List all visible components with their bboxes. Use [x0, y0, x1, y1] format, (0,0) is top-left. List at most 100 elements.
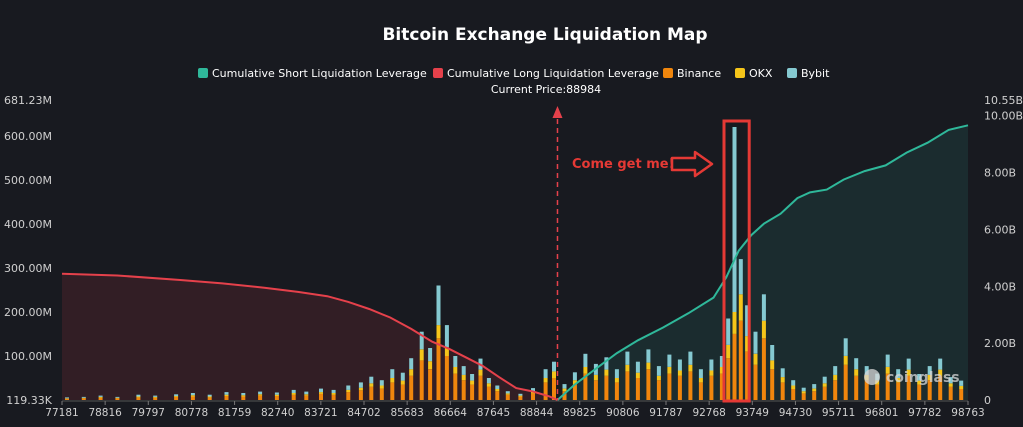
- bar-segment-bybit: [822, 376, 827, 384]
- right-axis-tick-label: 8.00B: [984, 167, 1016, 180]
- bar-segment-binance: [436, 338, 441, 400]
- legend-item-long[interactable]: Cumulative Long Liquidation Leverage: [433, 67, 659, 80]
- bar-segment-bybit: [646, 349, 651, 363]
- bar-segment-okx: [677, 370, 682, 376]
- bar-segment-bybit: [390, 369, 395, 378]
- right-axis-tick-label: 0: [984, 394, 991, 407]
- watermark: coinglass: [864, 369, 960, 386]
- bar-segment-bybit: [885, 354, 890, 367]
- bar-segment-binance: [604, 375, 609, 400]
- bar-segment-binance: [304, 395, 309, 400]
- bar-segment-okx: [304, 394, 309, 396]
- bar-segment-okx: [358, 387, 363, 391]
- bar-segment-binance: [864, 380, 869, 400]
- bar-segment-binance: [543, 382, 548, 400]
- bar-segment-okx: [436, 325, 441, 339]
- bar-segment-okx: [346, 389, 351, 393]
- right-axis-tick-label: 4.00B: [984, 280, 1016, 293]
- bar-segment-okx: [770, 360, 775, 370]
- bar-segment-okx: [614, 378, 619, 383]
- bar-segment-bybit: [854, 358, 859, 370]
- bar-segment-bybit: [753, 331, 758, 354]
- bar-segment-bybit: [98, 395, 103, 397]
- bar-segment-okx: [635, 372, 640, 378]
- bar-segment-binance: [709, 375, 714, 400]
- bar-segment-okx: [761, 320, 766, 339]
- x-axis-tick-label: 88844: [520, 407, 554, 419]
- left-axis-tick-label: 200.00M: [4, 306, 52, 319]
- left-axis-tick-label: 500.00M: [4, 174, 52, 187]
- legend-swatch-okx: [735, 68, 745, 78]
- bar-segment-bybit: [745, 305, 750, 337]
- bar-segment-bybit: [115, 396, 120, 398]
- bar-segment-binance: [115, 398, 120, 400]
- bar-segment-okx: [738, 294, 743, 321]
- bar-segment-binance: [780, 382, 785, 400]
- bar-segment-bybit: [927, 366, 932, 375]
- short-cumulative-area: [557, 125, 968, 401]
- bar-segment-binance: [495, 391, 500, 400]
- bar-segment-okx: [745, 336, 750, 352]
- bar-segment-bybit: [207, 394, 212, 397]
- bar-segment-okx: [319, 392, 323, 394]
- bar-segment-binance: [81, 398, 86, 400]
- left-axis-tick-label: 100.00M: [4, 350, 52, 363]
- bar-segment-okx: [461, 374, 466, 381]
- bar-segment-binance: [801, 393, 806, 400]
- bar-segment-bybit: [369, 376, 374, 384]
- bar-segment-bybit: [486, 378, 491, 384]
- legend-item-binance[interactable]: Binance: [663, 67, 721, 80]
- bar-segment-bybit: [346, 385, 351, 390]
- bar-segment-bybit: [583, 353, 588, 367]
- legend-item-short[interactable]: Cumulative Short Liquidation Leverage: [198, 67, 427, 80]
- legend-item-bybit[interactable]: Bybit: [787, 67, 830, 80]
- bar-segment-okx: [153, 396, 158, 398]
- bar-segment-okx: [174, 396, 179, 397]
- bar-segment-bybit: [906, 358, 911, 370]
- x-axis-tick-label: 95711: [822, 407, 855, 419]
- bar-segment-binance: [625, 371, 630, 400]
- bar-segment-okx: [552, 371, 556, 378]
- bar-segment-bybit: [428, 348, 433, 362]
- bar-segment-binance: [369, 386, 374, 400]
- x-axis-tick-label: 78816: [88, 407, 122, 419]
- bar-segment-okx: [646, 362, 651, 370]
- bar-segment-okx: [726, 345, 731, 359]
- bar-segment-bybit: [153, 395, 158, 397]
- bar-segment-binance: [745, 351, 750, 400]
- bar-segment-okx: [331, 393, 336, 395]
- bar-segment-binance: [444, 356, 449, 400]
- bar-segment-bybit: [864, 366, 869, 375]
- bar-segment-okx: [812, 388, 817, 392]
- bar-segment-binance: [677, 375, 682, 400]
- bar-segment-okx: [948, 383, 953, 387]
- bar-segment-okx: [719, 367, 724, 374]
- bar-segment-okx: [593, 374, 598, 381]
- bar-segment-binance: [959, 389, 964, 400]
- bar-segment-binance: [518, 396, 523, 400]
- highlight-box: [722, 119, 751, 403]
- current-price-label: Current Price:88984: [491, 83, 601, 96]
- bar-segment-bybit: [531, 388, 535, 392]
- bar-segment-binance: [428, 369, 433, 400]
- bar-segment-bybit: [625, 351, 630, 365]
- bar-segment-binance: [753, 364, 758, 400]
- legend-item-okx[interactable]: OKX: [735, 67, 773, 80]
- legend-swatch-bybit: [787, 68, 797, 78]
- bar-segment-binance: [319, 393, 323, 400]
- bar-segment-binance: [390, 382, 395, 400]
- bar-segment-binance: [346, 392, 351, 400]
- bar-segment-binance: [646, 369, 651, 400]
- cumulative-areas: [62, 125, 968, 401]
- legend-swatch-binance: [663, 68, 673, 78]
- left-axis-tick-label: 300.00M: [4, 262, 52, 275]
- bar-segment-binance: [614, 382, 619, 400]
- bar-segment-binance: [885, 373, 890, 400]
- x-axis-tick-label: 94730: [779, 407, 812, 419]
- bar-segment-binance: [505, 394, 510, 400]
- bar-segment-okx: [379, 385, 384, 389]
- bar-segment-binance: [583, 373, 588, 400]
- bar-segment-okx: [258, 394, 263, 396]
- bar-segment-bybit: [732, 127, 737, 312]
- bar-segment-okx: [780, 377, 785, 383]
